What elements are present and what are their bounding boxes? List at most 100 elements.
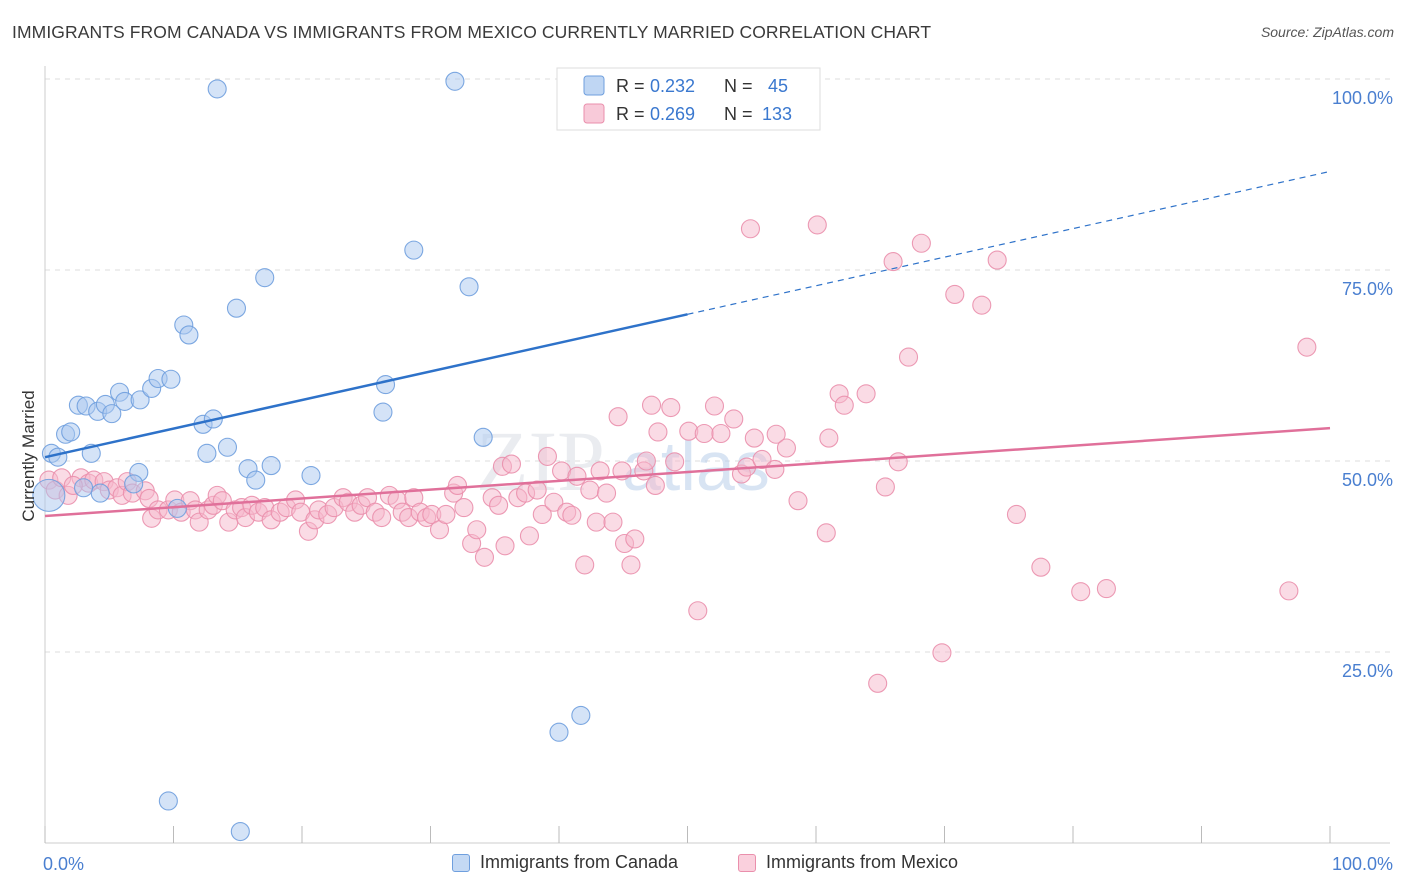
canada-point [373,402,393,422]
legend-bottom-label-canada: Immigrants from Canada [480,852,679,872]
legend-item-canada: Immigrants from Canada [452,852,678,873]
mexico-point [868,673,888,693]
canada-point [161,369,181,389]
mexico-point [788,491,808,511]
legend-n-value-mexico: 133 [762,104,792,124]
y-axis-label: Currently Married [19,390,38,521]
legend-bottom-swatch-mexico [738,853,756,872]
mexico-point [765,459,785,479]
x-tick-label: 0.0% [43,854,84,874]
y-tick-label: 100.0% [1332,88,1393,108]
mexico-point [447,475,468,495]
mexico-point [575,555,595,575]
mexico-point [661,397,681,418]
legend-r-value-canada: 0.232 [650,76,695,96]
mexico-point [648,422,668,442]
canada-point [404,240,424,260]
legend-r-label-canada: R = [616,76,645,96]
canada-point [261,456,281,476]
canada-point [32,478,66,512]
legend-n-label-mexico: N = [724,104,753,124]
mexico-point [972,295,992,315]
legend-n-value-canada: 45 [768,76,788,96]
mexico-point [816,523,836,543]
mexico-points [39,215,1317,693]
canada-point [246,470,266,490]
mexico-point [621,555,641,575]
canada-point [301,465,321,486]
mexico-point [776,438,796,458]
mexico-point [608,407,628,427]
mexico-point [474,547,495,567]
mexico-point [766,424,786,444]
mexico-point [372,507,392,528]
mexico-point [1071,582,1091,602]
y-tick-label: 50.0% [1342,470,1393,490]
mexico-point [945,284,965,304]
trend-lines [44,170,1331,518]
mexico-point [537,446,557,466]
mexico-point [688,601,708,621]
mexico-point [527,480,547,500]
mexico-point [454,498,474,518]
mexico-point [1031,557,1051,577]
mexico-point [740,219,761,239]
mexico-point [875,477,895,497]
mexico-point [495,536,515,556]
mexico-point [641,395,662,415]
mexico-point [665,452,685,472]
legend-n-label-canada: N = [724,76,753,96]
mexico-trend-line [44,426,1331,518]
canada-point [217,437,238,457]
tick-labels: 25.0% 50.0% 75.0% 100.0% 0.0% 100.0% [43,88,1393,874]
mexico-point [603,512,623,532]
canada-trend-extension [687,170,1331,315]
canada-point [571,705,591,725]
mexico-point [501,454,522,474]
legend-item-mexico: Immigrants from Mexico [738,852,958,873]
canada-point [48,447,68,467]
canada-trend-line [44,313,688,459]
legend-r-value-mexico: 0.269 [650,104,695,124]
mexico-point [898,347,919,367]
mexico-point [596,483,617,503]
chart-source: Source: ZipAtlas.com [1260,24,1394,40]
mexico-point [744,428,764,448]
y-tick-label: 75.0% [1342,279,1393,299]
mexico-point [489,495,509,515]
legend-bottom: Immigrants from Canada Immigrants from M… [0,852,1406,878]
canada-point [197,443,217,463]
mexico-point [645,475,665,495]
mexico-point [532,504,552,525]
mexico-point [1096,579,1116,599]
mexico-point [1297,337,1317,357]
mexico-point [724,409,744,429]
mexico-point [911,233,931,253]
mexico-point [711,423,731,444]
mexico-point [932,643,952,663]
canada-point [230,821,250,842]
mexico-point [888,452,908,472]
mexico-point [519,526,539,546]
canada-point [207,79,227,99]
canada-point [375,375,396,395]
mexico-point [694,423,714,444]
mexico-point [467,520,487,540]
canada-point [61,422,81,442]
mexico-point [590,461,610,481]
legend-swatch-canada [583,75,605,96]
canada-point [226,298,247,318]
canada-point [179,325,199,345]
mexico-point [436,504,456,525]
canada-point [74,478,94,498]
mexico-point [834,395,854,415]
mexico-point [807,215,827,235]
mexico-point [1279,581,1299,601]
canada-point [130,390,150,410]
legend-swatch-mexico [583,103,605,124]
x-tick-label: 100.0% [1332,854,1393,874]
legend-r-label-mexico: R = [616,104,645,124]
mexico-point [987,250,1007,270]
grid-lines [45,78,1390,653]
